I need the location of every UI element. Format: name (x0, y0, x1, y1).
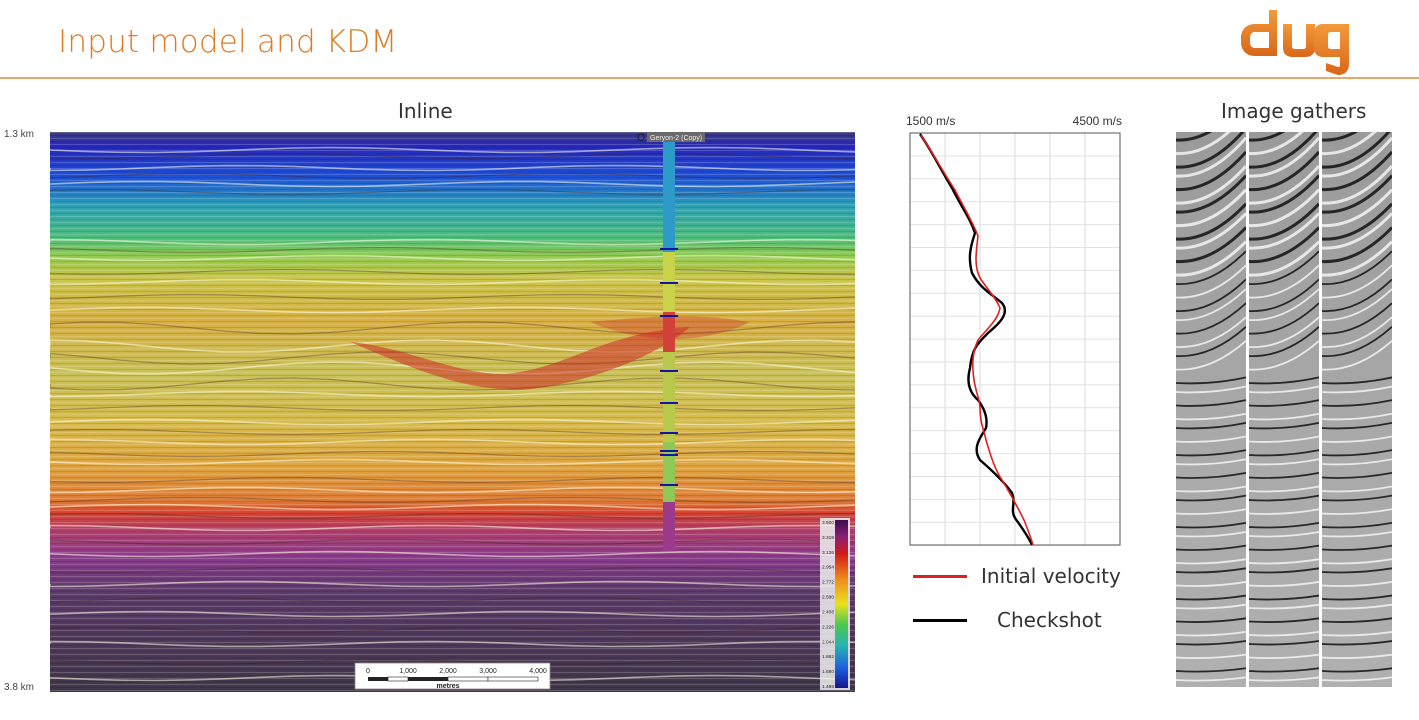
inline-title: Inline (398, 99, 453, 123)
well-label: Geryon-2 (Copy) (650, 135, 702, 142)
colorbar-tick: 2.954 (822, 565, 834, 571)
colorbar-tick: 1.680 (822, 669, 834, 675)
colorbar-tick: 2.044 (822, 639, 834, 645)
scale-tick: 2,000 (439, 668, 457, 675)
scale-tick: 4,000 (529, 668, 547, 675)
colorbar-tick: 2.590 (822, 595, 834, 601)
xaxis-max-label: 4500 m/s (1073, 114, 1122, 128)
legend-checkshot-label: Checkshot (997, 608, 1102, 632)
depth-top-label: 1.3 km (4, 129, 35, 140)
page-title: Input model and KDM (58, 24, 398, 60)
scale-tick: 3,000 (479, 668, 497, 675)
colorbar-tick: 3.500 (822, 520, 834, 526)
legend-initial-velocity: Initial velocity (913, 564, 1121, 588)
colorbar-tick: 2.226 (822, 624, 834, 630)
scale-tick: 1,000 (399, 668, 417, 675)
colorbar-tick: 3.136 (822, 550, 834, 556)
velocity-depth-plot: 1500 m/s 4500 m/s (906, 114, 1122, 546)
scale-tick: 0 (366, 668, 370, 675)
image-gathers-title: Image gathers (1221, 99, 1367, 123)
seismic-inline-section: Geryon-2 (Copy) 3.500 3.318 3.136 2.954 2.77… (50, 132, 855, 692)
checkshot-curve (919, 133, 1034, 546)
colorbar-tick: 3.318 (822, 535, 834, 541)
legend-initial-line (913, 574, 967, 578)
colorbar-tick: 2.408 (822, 609, 834, 615)
legend-initial-label: Initial velocity (981, 564, 1121, 588)
well-track (660, 142, 678, 550)
xaxis-min-label: 1500 m/s (906, 114, 955, 128)
scale-bar: 0 1,000 2,000 3,000 4,000 metres (354, 662, 551, 690)
depth-bottom-label: 3.8 km (4, 682, 35, 693)
scale-unit: metres (437, 683, 460, 690)
dug-logo (1239, 6, 1357, 76)
colorbar-tick: 2.772 (822, 580, 834, 586)
legend-checkshot-line (913, 618, 967, 622)
colorbar-tick: 1.862 (822, 654, 834, 660)
initial-velocity-curve (920, 134, 1034, 546)
colorbar-tick: 1.498 (822, 684, 834, 690)
image-gathers (1176, 132, 1392, 687)
title-divider (0, 77, 1419, 79)
legend-checkshot: Checkshot (913, 608, 1102, 632)
velocity-colorbar: 3.500 3.318 3.136 2.954 2.772 2.590 2.408 2.226… (820, 518, 850, 690)
